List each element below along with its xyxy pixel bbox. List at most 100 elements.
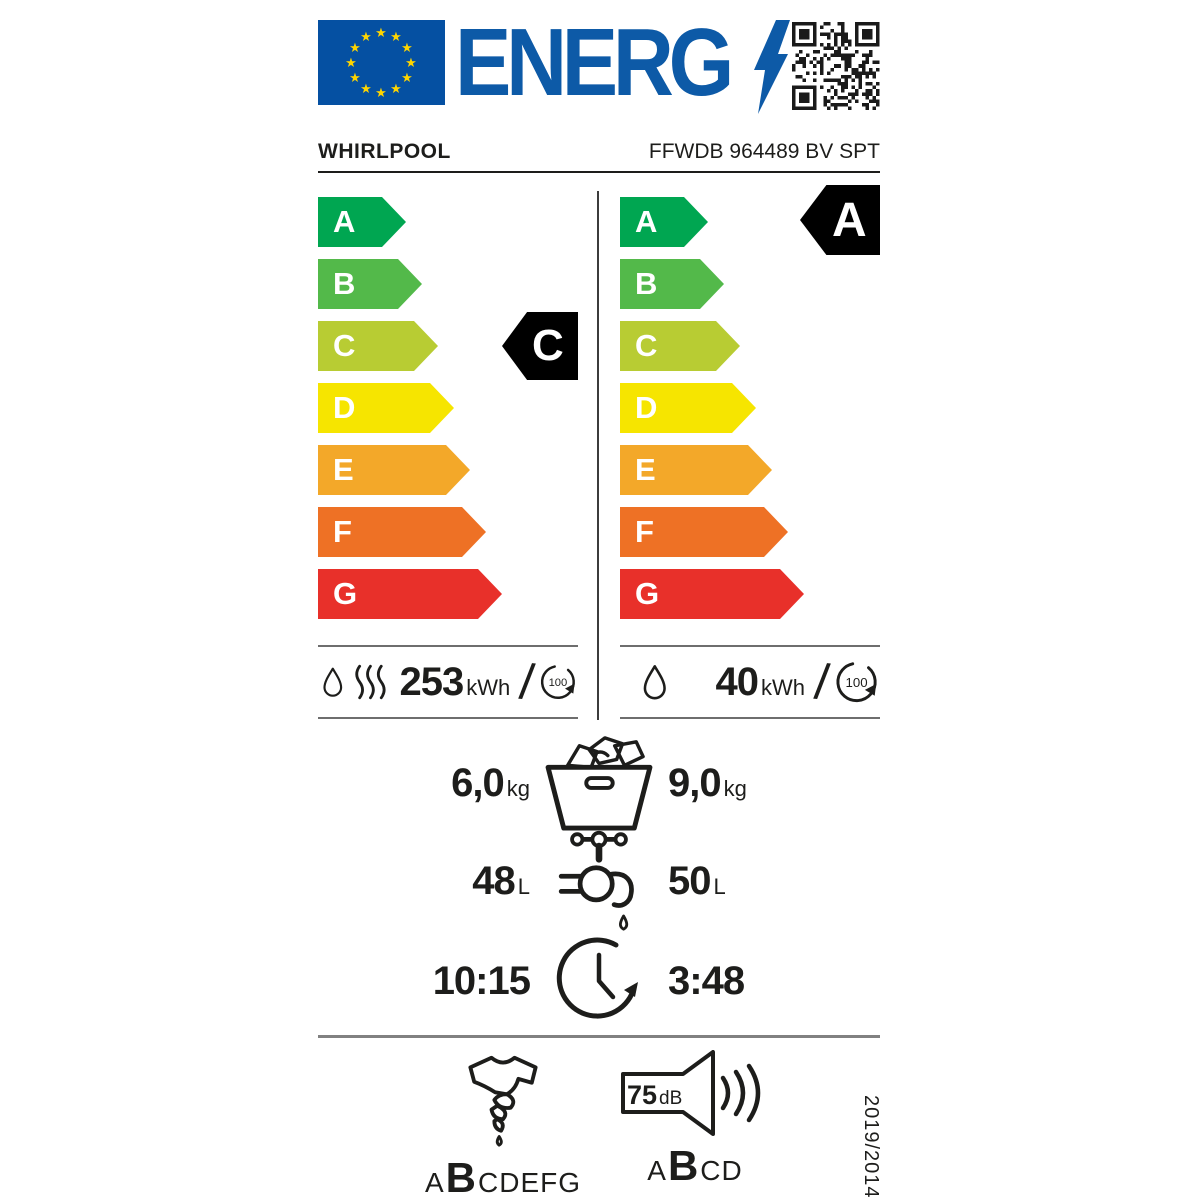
per-100-cycles-icon: 100	[541, 664, 576, 700]
class-letter: B	[333, 266, 356, 301]
heat-waves-icon	[354, 664, 386, 700]
noise-value-wrap: 75 dB	[627, 1080, 682, 1111]
capacity-unit: kg	[723, 776, 747, 801]
class-letter: C	[635, 328, 658, 363]
duration-wash-dry: 10:15	[318, 929, 531, 1033]
class-arrow-d: D	[318, 383, 454, 433]
svg-text:★: ★	[375, 86, 387, 101]
bottom-section: A B CDEFG 75 dB	[318, 1050, 880, 1202]
svg-text:★: ★	[401, 71, 413, 86]
svg-text:★: ★	[375, 26, 387, 41]
class-arrow-e: E	[620, 445, 772, 495]
water-wash-dry: 48 L	[318, 833, 530, 929]
class-letter: D	[635, 390, 658, 425]
svg-text:★: ★	[349, 71, 361, 86]
class-letter: F	[635, 514, 654, 549]
per-separator: /	[517, 653, 538, 711]
water-wash-only: 50 L	[668, 833, 880, 929]
cycle-duration-clock-icon	[556, 937, 638, 1019]
svg-text:★: ★	[360, 82, 372, 97]
duration-wash-only: 3:48	[668, 929, 880, 1033]
svg-text:★: ★	[405, 56, 417, 71]
class-arrow-g: G	[620, 569, 804, 619]
wash-dry-consumption: 253 kWh / 100	[318, 645, 578, 719]
spin-class-scale: A B CDEFG	[425, 1154, 581, 1202]
class-letter: A	[635, 204, 658, 239]
water-unit: L	[517, 874, 530, 899]
water-value: 50	[668, 858, 711, 903]
lightning-bolt-icon	[754, 20, 791, 114]
capacity-value: 9,0	[668, 760, 722, 805]
column-divider	[597, 191, 599, 720]
cycles-count: 100	[549, 677, 568, 689]
energ-logo: ENERG	[455, 9, 792, 116]
energy-class-scales: A B C D E F G A B C D E F G C A	[318, 185, 880, 720]
energy-label: ★ ★ ★ ★ ★ ★ ★ ★ ★ ★ ★ ★ ENERG WHIRLPOOL FFWDB 96…	[318, 9, 882, 1202]
regulation-number: 2019/2014	[860, 1095, 882, 1199]
supplier-name: WHIRLPOOL	[318, 140, 451, 163]
class-letter: G	[635, 576, 660, 611]
per-separator: /	[812, 653, 832, 711]
wash-only-consumption: 40 kWh / 100	[620, 645, 880, 719]
svg-text:★: ★	[390, 82, 402, 97]
noise-icon-wrap: 75 dB	[619, 1050, 771, 1138]
noise-group: 75 dB A B CD	[606, 1050, 784, 1202]
class-letter: D	[333, 390, 356, 425]
qr-code	[792, 22, 880, 110]
energy-unit: kWh	[761, 675, 805, 700]
brand-row: WHIRLPOOL FFWDB 964489 BV SPT	[318, 140, 880, 173]
class-letter: C	[333, 328, 356, 363]
scale-after: CD	[700, 1155, 743, 1186]
section-separator	[318, 1035, 880, 1038]
wash-dry-scale: A B C D E F G	[318, 197, 578, 631]
tap-cell	[530, 830, 668, 931]
wash-only-scale: A B C D E F G	[620, 197, 880, 631]
laundry-basket-cell	[530, 733, 668, 833]
water-drop-icon	[323, 667, 343, 697]
capacity-wash-only: 9,0 kg	[668, 733, 880, 833]
svg-text:★: ★	[345, 56, 357, 71]
header: ★ ★ ★ ★ ★ ★ ★ ★ ★ ★ ★ ★ ENERG	[318, 9, 880, 116]
energy-unit: kWh	[466, 675, 511, 700]
noise-value: 75	[627, 1080, 658, 1110]
svg-text:★: ★	[401, 41, 413, 56]
class-arrow-e: E	[318, 445, 470, 495]
per-100-cycles-icon: 100	[836, 661, 877, 703]
svg-text:★: ★	[360, 30, 372, 45]
energy-value: 253	[399, 659, 464, 704]
noise-class-scale: A B CD	[647, 1142, 742, 1190]
capacity-wash-dry: 6,0 kg	[318, 733, 530, 833]
noise-unit: dB	[659, 1088, 683, 1109]
eu-flag-icon: ★ ★★ ★★★ ★★★ ★★★	[318, 20, 445, 105]
rated-noise-class: B	[667, 1142, 700, 1189]
rated-class-letter: C	[532, 321, 564, 370]
laundry-basket-icon	[545, 736, 653, 831]
class-arrow-c: C	[620, 321, 740, 371]
class-arrow-f: F	[318, 507, 486, 557]
class-arrow-d: D	[620, 383, 756, 433]
scale-before: A	[424, 1167, 445, 1198]
energ-logo-text: ENERG	[455, 9, 734, 116]
class-letter: E	[333, 452, 354, 487]
model-identifier: FFWDB 964489 BV SPT	[648, 140, 880, 163]
details-grid: 6,0 kg 9,0 kg 48 L	[318, 733, 880, 1033]
spin-dry-icon	[468, 1055, 538, 1147]
water-tap-icon	[558, 830, 634, 931]
duration-value: 10:15	[432, 958, 531, 1003]
water-drop-icon	[643, 665, 666, 700]
energy-consumption-row: 253 kWh / 100 40 kWh / 100	[318, 645, 880, 719]
class-arrow-c: C	[318, 321, 438, 371]
svg-text:★: ★	[390, 30, 402, 45]
scale-after: CDEFG	[478, 1167, 582, 1198]
spin-efficiency-group: A B CDEFG	[414, 1050, 592, 1202]
class-letter: G	[333, 576, 358, 611]
duration-value: 3:48	[668, 958, 745, 1003]
class-arrow-b: B	[620, 259, 724, 309]
capacity-value: 6,0	[451, 760, 505, 805]
water-value: 48	[472, 858, 515, 903]
water-unit: L	[713, 874, 726, 899]
scale-before: A	[647, 1155, 667, 1186]
rated-class-letter: A	[832, 193, 867, 247]
speaker-icon	[621, 1050, 761, 1136]
class-arrow-g: G	[318, 569, 502, 619]
